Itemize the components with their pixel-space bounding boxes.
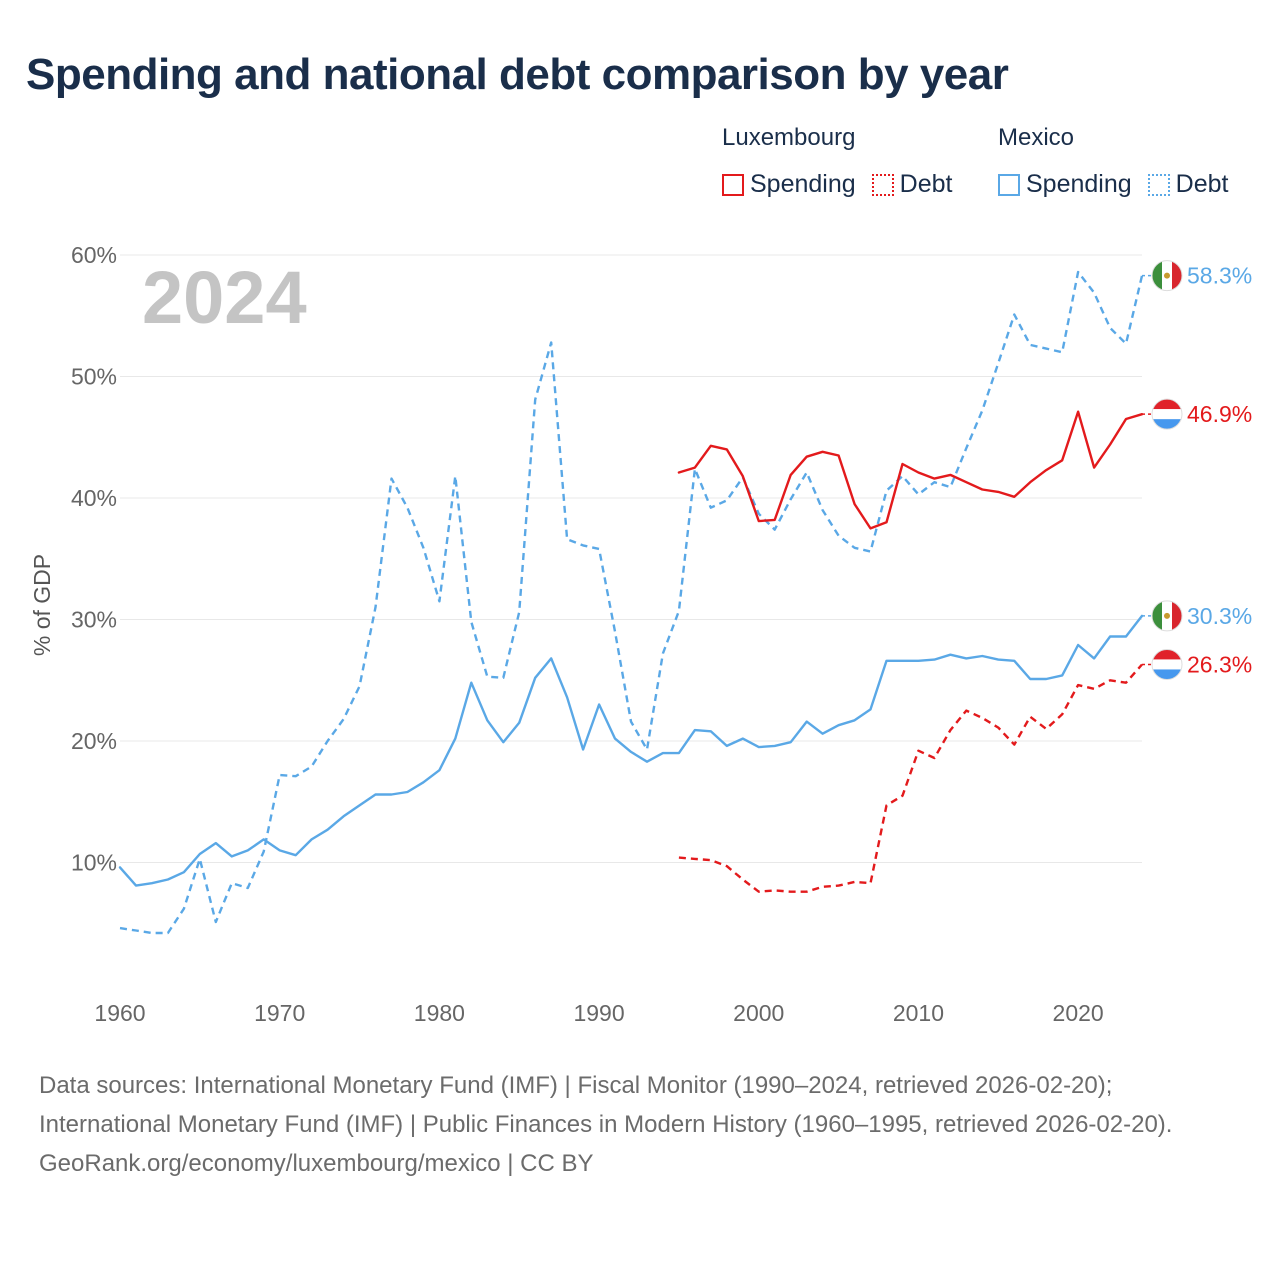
end-labels: 58.3% 46.9% 30.3% 26.3% [1142, 260, 1252, 680]
end-value-label: 26.3% [1187, 651, 1252, 677]
x-tick-label: 2020 [1053, 1000, 1104, 1026]
legend-item-mexico-debt[interactable]: Debt [1147, 170, 1229, 199]
legend-group-mexico: Mexico Spending Debt [998, 124, 1244, 199]
data-sources: Data sources: International Monetary Fun… [39, 1072, 1173, 1138]
legend-item-luxembourg-debt[interactable]: Debt [871, 170, 953, 199]
legend-item-label: Spending [750, 170, 856, 198]
mexico-flag-icon [1151, 600, 1183, 632]
legend-item-mexico-spending[interactable]: Spending [998, 170, 1132, 199]
luxembourg-flag-icon [1151, 398, 1183, 430]
solid-swatch-icon [998, 173, 1020, 196]
line-chart: 2024 % of GDP 10% 20% 30% 40% 50% 60% 1960 197… [29, 242, 1252, 1026]
end-value-label: 30.3% [1187, 603, 1252, 629]
series-line-mexico-debt[interactable] [119, 270, 1144, 935]
dotted-swatch-icon [871, 173, 894, 196]
legend-group-title: Luxembourg [722, 124, 856, 151]
y-tick-label: 10% [71, 850, 117, 876]
y-tick-label: 50% [71, 364, 117, 390]
credit-link[interactable]: GeoRank.org/economy/luxembourg/mexico | … [39, 1150, 594, 1177]
legend-item-luxembourg-spending[interactable]: Spending [722, 170, 856, 199]
solid-swatch-icon [722, 173, 744, 196]
x-tick-label: 1990 [573, 1000, 624, 1026]
series-lines [118, 270, 1144, 935]
dotted-swatch-icon [1147, 173, 1170, 196]
x-axis: 1960 1970 1980 1990 2000 2010 2020 [94, 1000, 1103, 1026]
footer: Data sources: International Monetary Fun… [39, 1066, 1239, 1183]
end-value-label: 46.9% [1187, 401, 1252, 427]
legend-item-label: Debt [1175, 170, 1229, 198]
x-tick-label: 2010 [893, 1000, 944, 1026]
x-tick-label: 2000 [733, 1000, 784, 1026]
series-line-mexico-spending[interactable] [118, 614, 1144, 887]
x-tick-label: 1960 [94, 1000, 145, 1026]
y-axis-label: % of GDP [29, 554, 55, 656]
mexico-flag-icon [1151, 260, 1183, 292]
end-value-label: 58.3% [1187, 263, 1252, 289]
y-tick-label: 20% [71, 728, 117, 754]
series-line-luxembourg-spending[interactable] [677, 410, 1144, 530]
y-tick-label: 40% [71, 485, 117, 511]
luxembourg-flag-icon [1151, 648, 1183, 680]
year-watermark: 2024 [142, 256, 307, 339]
legend-group-luxembourg: Luxembourg Spending Debt [722, 124, 968, 199]
y-axis: 10% 20% 30% 40% 50% 60% [71, 242, 117, 876]
series-line-luxembourg-debt[interactable] [678, 663, 1143, 893]
legend-item-label: Debt [899, 170, 953, 198]
legend-item-label: Spending [1026, 170, 1132, 198]
x-tick-label: 1980 [414, 1000, 465, 1026]
x-tick-label: 1970 [254, 1000, 305, 1026]
y-tick-label: 60% [71, 242, 117, 268]
legend-group-title: Mexico [998, 124, 1075, 151]
chart-title: Spending and national debt comparison by… [26, 50, 1009, 99]
grid-lines [120, 254, 1142, 863]
y-tick-label: 30% [71, 607, 117, 633]
